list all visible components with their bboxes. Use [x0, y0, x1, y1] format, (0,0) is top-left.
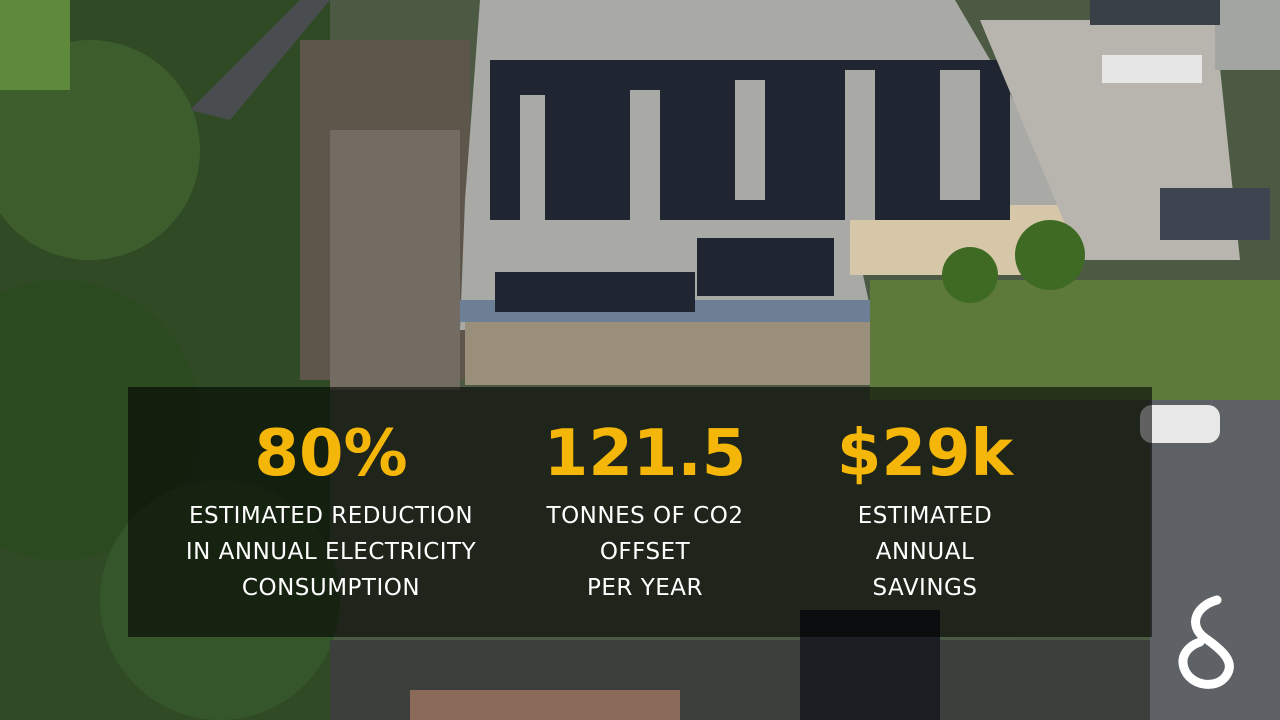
stat-label: PER YEAR	[587, 575, 703, 601]
stat-label: OFFSET	[600, 539, 691, 565]
stat-label: TONNES OF CO2	[546, 503, 744, 529]
stat-label: ESTIMATED REDUCTION	[189, 503, 473, 529]
stat-value: 121.5	[544, 417, 746, 491]
stat-label: ESTIMATED	[858, 503, 993, 529]
stat-label: SAVINGS	[873, 575, 978, 601]
stat-label: CONSUMPTION	[242, 575, 420, 601]
brand-logo	[1178, 595, 1234, 689]
stat-value: 80%	[254, 417, 407, 491]
stats-group: 80% ESTIMATED REDUCTION IN ANNUAL ELECTRIC…	[186, 417, 1015, 601]
stats-panel	[128, 387, 1152, 637]
stat-value: $29k	[837, 417, 1015, 491]
stat-label: IN ANNUAL ELECTRICITY	[186, 539, 477, 565]
stat-label: ANNUAL	[876, 539, 975, 565]
